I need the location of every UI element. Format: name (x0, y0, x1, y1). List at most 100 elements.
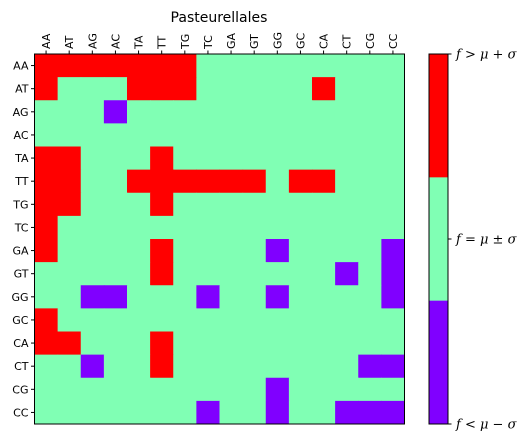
heatmap-cell-TT-GC (288, 169, 313, 194)
heatmap-cell-AA-AT (57, 54, 82, 78)
heatmap-cell-AG-AC (103, 100, 128, 124)
heatmap-cell-GT-CG (358, 262, 382, 286)
heatmap-cell-TT-TT (150, 169, 174, 194)
y-tick-label: CG (12, 383, 28, 396)
y-tick-label: AC (13, 129, 28, 142)
heatmap-cell-AG-TG (173, 100, 197, 124)
heatmap-cell-AA-TG (173, 54, 197, 78)
x-axis-ticks: AA AT AG AC TA TT TG TC GA GT GG GC CA CT CG CC (40, 32, 400, 54)
heatmap-cell-CT-AC (103, 354, 128, 379)
heatmap-cell-AG-AG (80, 100, 105, 124)
heatmap-cell-CT-AG (80, 354, 105, 379)
heatmap-cell-AT-GG (265, 77, 290, 101)
heatmap-cell-GA-AT (57, 239, 82, 263)
heatmap-cell-CG-TC (196, 377, 220, 402)
heatmap-cell-AG-TC (196, 100, 220, 124)
x-tick-label: AT (63, 35, 76, 49)
heatmap-cell-CG-TG (173, 377, 197, 402)
heatmap-cell-CT-CT (335, 354, 359, 379)
y-axis-ticks: AA AT AG AC TA TT TG TC GA GT GG GC CA CT CG CC (11, 60, 35, 419)
heatmap-cell-TA-GT (242, 146, 267, 171)
x-tick-label: CG (364, 33, 377, 49)
heatmap-cell-TC-AC (103, 215, 128, 240)
heatmap-cell-GA-CC (381, 239, 405, 263)
heatmap-cell-GT-AA (34, 262, 59, 286)
heatmap-cell-TT-AT (57, 169, 82, 194)
heatmap-cell-AA-GC (288, 54, 313, 78)
chart-title: Pasteurellales (171, 10, 268, 26)
y-tick-label: CC (13, 406, 29, 419)
heatmap-cell-AC-AG (80, 123, 105, 147)
heatmap-cell-CT-AT (57, 354, 82, 379)
heatmap-cell-GT-GA (219, 262, 244, 286)
heatmap-cell-TA-CA (312, 146, 336, 171)
heatmap-cell-TT-AA (34, 169, 59, 194)
heatmap-cell-GA-CA (312, 239, 336, 263)
heatmap-cell-CT-TA (127, 354, 151, 379)
heatmap-cell-CA-TG (173, 331, 197, 356)
x-tick-label: CA (318, 33, 331, 49)
heatmap-cell-TC-GA (219, 215, 244, 240)
heatmap-cell-AC-TC (196, 123, 220, 147)
heatmap-cell-TG-TT (150, 192, 174, 217)
y-tick-label: CA (13, 337, 29, 350)
heatmap-cell-CC-TA (127, 400, 151, 425)
heatmap-cell-CG-CT (335, 377, 359, 402)
heatmap-cell-GC-AG (80, 308, 105, 332)
y-tick-label: TC (14, 221, 29, 234)
heatmap-cell-TC-AG (80, 215, 105, 240)
heatmap-cell-CG-GC (288, 377, 313, 402)
heatmap-cell-AC-GT (242, 123, 267, 147)
heatmap-cell-CG-GG (265, 377, 290, 402)
heatmap-cell-GA-AC (103, 239, 128, 263)
heatmap-cell-TC-TT (150, 215, 174, 240)
heatmap-cell-AC-GC (288, 123, 313, 147)
heatmap-cell-TC-TA (127, 215, 151, 240)
heatmap-cell-TG-GC (288, 192, 313, 217)
heatmap-cell-GG-AA (34, 285, 59, 309)
heatmap-cell-GC-GA (219, 308, 244, 332)
heatmap-cell-AA-CC (381, 54, 405, 78)
heatmap-cell-TA-TG (173, 146, 197, 171)
heatmap-cell-TA-CT (335, 146, 359, 171)
heatmap-cell-CG-AT (57, 377, 82, 402)
heatmap-cell-CA-CT (335, 331, 359, 356)
heatmap-cell-CG-AG (80, 377, 105, 402)
heatmap-cell-AT-CA (312, 77, 336, 101)
heatmap-cell-CC-CC (381, 400, 405, 425)
heatmap-cell-CA-TA (127, 331, 151, 356)
heatmap-cell-CA-CC (381, 331, 405, 356)
heatmap-cell-CG-GT (242, 377, 267, 402)
heatmap-cell-CA-CG (358, 331, 382, 356)
heatmap-cell-AG-GA (219, 100, 244, 124)
heatmap-cell-CT-CA (312, 354, 336, 379)
heatmap-cell-CG-TT (150, 377, 174, 402)
heatmap-cell-CG-GA (219, 377, 244, 402)
heatmap-cell-TG-AG (80, 192, 105, 217)
heatmap-cell-GT-AC (103, 262, 128, 286)
heatmap-cell-CA-GT (242, 331, 267, 356)
heatmap-cell-AT-TG (173, 77, 197, 101)
heatmap-cell-CA-CA (312, 331, 336, 356)
heatmap-cell-CC-CA (312, 400, 336, 425)
heatmap-cell-TG-AT (57, 192, 82, 217)
heatmap-cell-TC-CG (358, 215, 382, 240)
heatmap-cell-AA-TT (150, 54, 174, 78)
colorbar-label: f = μ ± σ (455, 233, 518, 248)
heatmap-cell-TC-TC (196, 215, 220, 240)
colorbar-segment-low (429, 300, 448, 425)
heatmap-cell-TT-CT (335, 169, 359, 194)
x-tick-label: TT (156, 35, 169, 50)
heatmap-cell-AA-GG (265, 54, 290, 78)
heatmap-cell-GC-TC (196, 308, 220, 332)
heatmap-cell-AT-CC (381, 77, 405, 101)
x-tick-label: GC (294, 32, 307, 49)
heatmap-cell-CT-AA (34, 354, 59, 379)
y-tick-label: GG (11, 291, 28, 304)
heatmap-cell-GA-AG (80, 239, 105, 263)
heatmap-cell-TT-CC (381, 169, 405, 194)
heatmap-cell-TG-TC (196, 192, 220, 217)
heatmap-cell-CA-AA (34, 331, 59, 356)
heatmap-cell-AA-TA (127, 54, 151, 78)
heatmap-cell-AT-AA (34, 77, 59, 101)
